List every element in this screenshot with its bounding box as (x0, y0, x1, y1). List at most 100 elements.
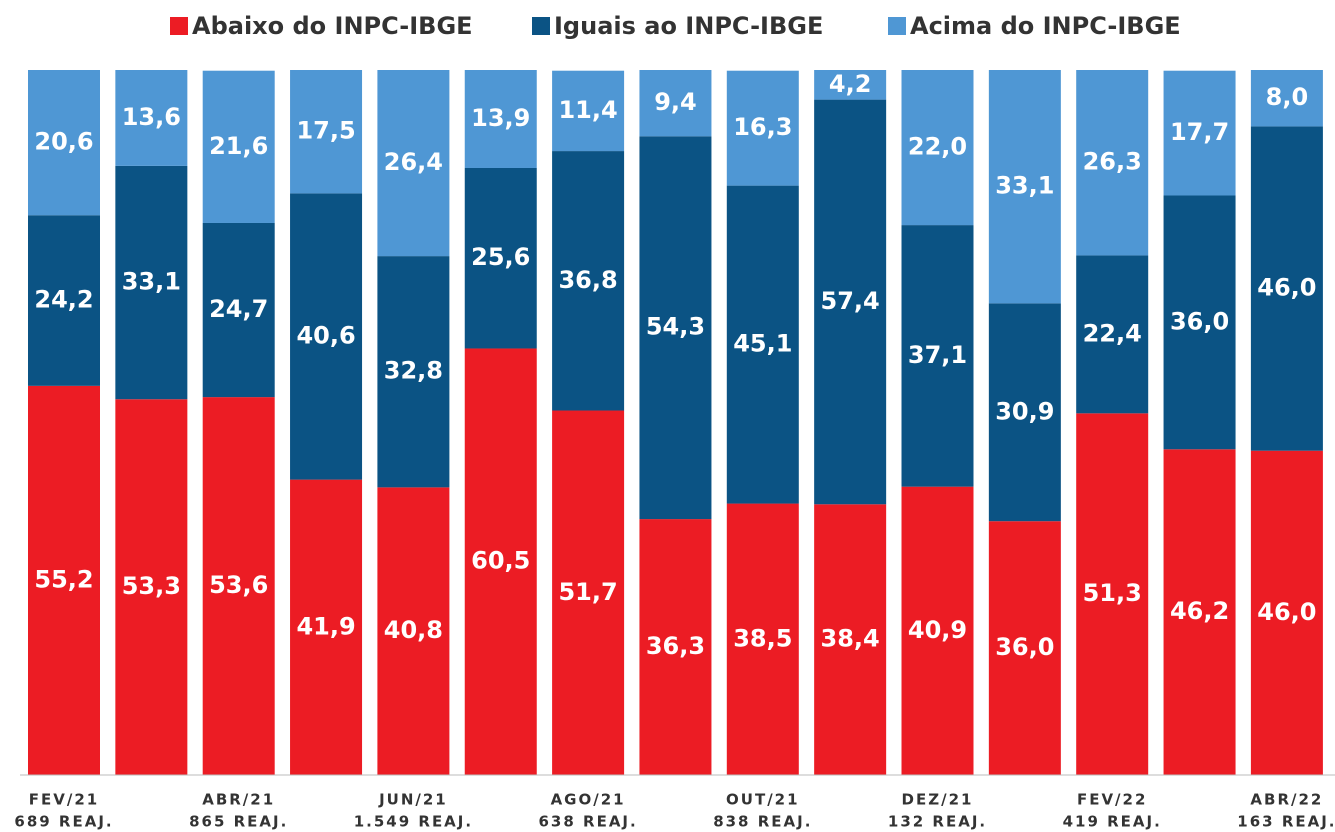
bar-segment (464, 70, 537, 168)
x-tick-note: 638 REAJ. (538, 813, 637, 831)
data-label: 4,2 (829, 70, 872, 98)
data-label: 13,6 (122, 103, 181, 131)
bar-segment (639, 519, 712, 775)
bar-segment (290, 70, 363, 194)
bar-segment (290, 193, 363, 480)
data-label: 36,0 (1170, 307, 1229, 335)
bar-segment (1076, 255, 1149, 414)
x-tick-label: FEV/22 (1077, 791, 1147, 809)
x-tick-label: AGO/21 (551, 791, 626, 809)
legend-label: Iguais ao INPC-IBGE (554, 12, 823, 40)
data-label: 40,6 (296, 321, 355, 349)
data-label: 17,5 (296, 117, 355, 145)
x-tick-label: FEV/21 (29, 791, 99, 809)
bar-segment (552, 410, 625, 775)
bar-segment (814, 504, 887, 775)
data-label: 16,3 (733, 113, 792, 141)
bar-segment (1250, 450, 1323, 775)
bar-segment (1163, 449, 1236, 775)
x-tick-label: ABR/21 (202, 791, 275, 809)
bar-segment (1163, 70, 1236, 196)
x-tick-note: 163 REAJ. (1237, 813, 1335, 831)
bar-segment (28, 70, 100, 216)
bar-segment (115, 399, 188, 775)
bar-segment (1076, 70, 1149, 256)
bar-segment (988, 70, 1061, 304)
data-label: 41,9 (296, 612, 355, 640)
data-label: 24,7 (209, 295, 268, 323)
data-label: 53,6 (209, 571, 268, 599)
x-tick-note: 689 REAJ. (14, 813, 113, 831)
bar-segment (464, 348, 537, 775)
x-tick-note: 838 REAJ. (713, 813, 812, 831)
x-tick-label: ABR/22 (1250, 791, 1323, 809)
bar-segment (901, 486, 974, 775)
data-label: 37,1 (908, 341, 967, 369)
data-label: 54,3 (646, 313, 705, 341)
x-tick-label: DEZ/21 (902, 791, 974, 809)
data-label: 45,1 (733, 330, 792, 358)
x-tick-note: 132 REAJ. (888, 813, 987, 831)
data-label: 26,4 (384, 148, 443, 176)
data-label: 20,6 (34, 128, 93, 156)
bar-segment (464, 167, 537, 349)
data-label: 33,1 (122, 268, 181, 296)
bar-segment (814, 70, 887, 100)
bar-segment (202, 222, 275, 398)
bar-segment (115, 165, 188, 400)
data-label: 21,6 (209, 132, 268, 160)
x-tick-note: 865 REAJ. (189, 813, 288, 831)
data-label: 9,4 (654, 88, 697, 116)
bar-segment (377, 256, 450, 488)
data-label: 36,8 (558, 266, 617, 294)
bar-segment (639, 70, 712, 137)
bar-segment (1250, 126, 1323, 451)
bar-segment (552, 70, 625, 152)
bar-segment (988, 303, 1061, 522)
data-label: 25,6 (471, 243, 530, 271)
data-label: 51,3 (1083, 579, 1142, 607)
bar-segment (1250, 70, 1323, 127)
data-label: 55,2 (34, 565, 93, 593)
bar-segment (202, 70, 275, 223)
x-tick-note: 419 REAJ. (1063, 813, 1162, 831)
data-label: 53,3 (122, 572, 181, 600)
bar-segment (552, 151, 625, 411)
data-label: 32,8 (384, 357, 443, 385)
data-label: 11,4 (558, 96, 617, 124)
bar-segment (28, 215, 100, 386)
data-label: 22,0 (908, 133, 967, 161)
data-label: 26,3 (1083, 148, 1142, 176)
bar-segment (814, 99, 887, 505)
data-label: 51,7 (558, 578, 617, 606)
bar-segment (28, 385, 100, 775)
bar-segment (377, 487, 450, 775)
data-label: 57,4 (821, 287, 880, 315)
bar-segment (1163, 195, 1236, 450)
data-label: 46,0 (1257, 598, 1316, 626)
data-label: 36,0 (995, 633, 1054, 661)
bar-segment (639, 136, 712, 520)
data-label: 40,8 (384, 616, 443, 644)
data-label: 46,0 (1257, 274, 1316, 302)
bar-segment (377, 70, 450, 257)
x-tick-note: 1.549 REAJ. (354, 813, 473, 831)
data-label: 38,4 (821, 625, 880, 653)
data-label: 24,2 (34, 286, 93, 314)
data-label: 8,0 (1266, 83, 1309, 111)
data-label: 36,3 (646, 632, 705, 660)
x-tick-label: JUN/21 (378, 791, 448, 809)
legend-label: Abaixo do INPC-IBGE (192, 12, 473, 40)
legend-label: Acima do INPC-IBGE (910, 12, 1181, 40)
bar-segment (290, 479, 363, 775)
bar-segment (901, 70, 974, 226)
data-label: 40,9 (908, 616, 967, 644)
data-label: 60,5 (471, 547, 530, 575)
bar-segment (726, 70, 799, 186)
bar-segment (988, 521, 1061, 775)
bar-segment (901, 225, 974, 487)
data-label: 33,1 (995, 172, 1054, 200)
legend-swatch (532, 17, 550, 35)
data-label: 17,7 (1170, 118, 1229, 146)
